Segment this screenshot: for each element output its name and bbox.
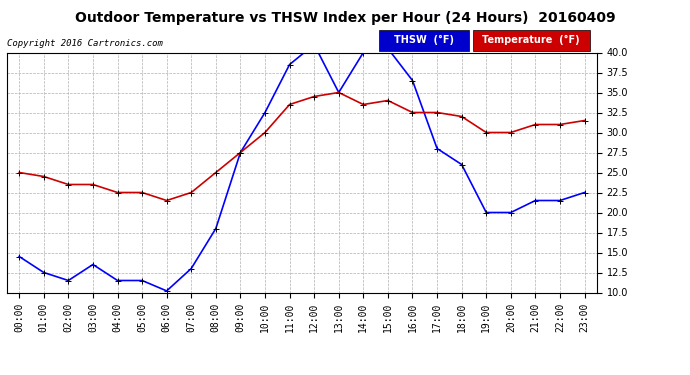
Temperature  (°F) — [531, 122, 540, 127]
THSW  (°F) — [408, 78, 417, 83]
THSW  (°F) — [531, 198, 540, 203]
Temperature  (°F) — [89, 182, 97, 187]
THSW  (°F) — [310, 42, 318, 47]
Line: THSW  (°F): THSW (°F) — [16, 41, 588, 294]
THSW  (°F) — [261, 110, 269, 115]
Temperature  (°F) — [163, 198, 171, 203]
Text: Outdoor Temperature vs THSW Index per Hour (24 Hours)  20160409: Outdoor Temperature vs THSW Index per Ho… — [75, 11, 615, 25]
THSW  (°F) — [138, 278, 146, 283]
Temperature  (°F) — [384, 98, 392, 103]
Temperature  (°F) — [261, 130, 269, 135]
Temperature  (°F) — [39, 174, 48, 179]
Temperature  (°F) — [580, 118, 589, 123]
THSW  (°F) — [64, 278, 72, 283]
THSW  (°F) — [15, 254, 23, 259]
Temperature  (°F) — [187, 190, 195, 195]
THSW  (°F) — [580, 190, 589, 195]
Text: Temperature  (°F): Temperature (°F) — [482, 35, 580, 45]
Text: THSW  (°F): THSW (°F) — [395, 35, 454, 45]
Temperature  (°F) — [286, 102, 294, 107]
THSW  (°F) — [39, 270, 48, 275]
Temperature  (°F) — [359, 102, 368, 107]
THSW  (°F) — [359, 50, 368, 55]
Temperature  (°F) — [15, 170, 23, 175]
Temperature  (°F) — [408, 110, 417, 115]
Temperature  (°F) — [433, 110, 441, 115]
THSW  (°F) — [236, 150, 244, 155]
THSW  (°F) — [89, 262, 97, 267]
Temperature  (°F) — [113, 190, 121, 195]
THSW  (°F) — [433, 146, 441, 151]
THSW  (°F) — [187, 266, 195, 271]
Temperature  (°F) — [457, 114, 466, 119]
Temperature  (°F) — [138, 190, 146, 195]
THSW  (°F) — [212, 226, 220, 231]
Line: Temperature  (°F): Temperature (°F) — [16, 89, 588, 204]
Temperature  (°F) — [482, 130, 491, 135]
Temperature  (°F) — [506, 130, 515, 135]
THSW  (°F) — [163, 289, 171, 293]
Temperature  (°F) — [212, 170, 220, 175]
THSW  (°F) — [384, 46, 392, 51]
Temperature  (°F) — [556, 122, 564, 127]
THSW  (°F) — [335, 90, 343, 95]
THSW  (°F) — [482, 210, 491, 215]
Temperature  (°F) — [64, 182, 72, 187]
Temperature  (°F) — [335, 90, 343, 95]
THSW  (°F) — [286, 62, 294, 67]
Text: Copyright 2016 Cartronics.com: Copyright 2016 Cartronics.com — [7, 39, 163, 48]
THSW  (°F) — [556, 198, 564, 203]
Temperature  (°F) — [236, 150, 244, 155]
THSW  (°F) — [457, 162, 466, 167]
Temperature  (°F) — [310, 94, 318, 99]
THSW  (°F) — [506, 210, 515, 215]
THSW  (°F) — [113, 278, 121, 283]
